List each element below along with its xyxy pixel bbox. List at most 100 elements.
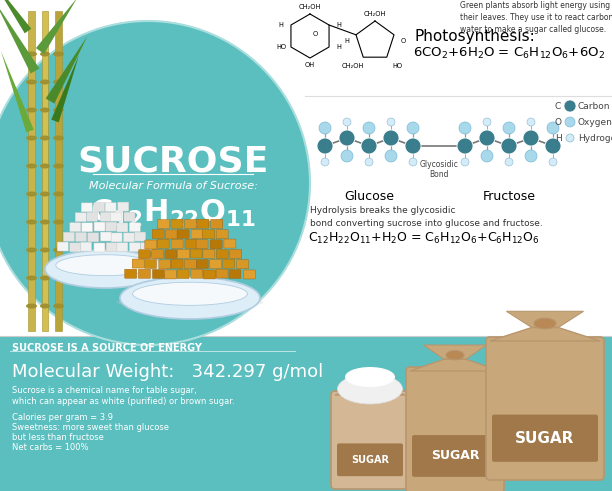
FancyBboxPatch shape — [117, 223, 128, 232]
FancyBboxPatch shape — [203, 230, 215, 239]
Ellipse shape — [53, 191, 64, 196]
Text: SUCROSE IS A SOURCE OF ENERGY: SUCROSE IS A SOURCE OF ENERGY — [12, 343, 202, 353]
FancyBboxPatch shape — [88, 233, 99, 242]
Circle shape — [341, 150, 353, 162]
Ellipse shape — [26, 136, 37, 140]
FancyBboxPatch shape — [191, 269, 203, 278]
FancyBboxPatch shape — [184, 260, 196, 269]
FancyBboxPatch shape — [118, 202, 129, 211]
FancyBboxPatch shape — [185, 219, 196, 228]
FancyBboxPatch shape — [216, 230, 228, 239]
FancyBboxPatch shape — [406, 367, 504, 491]
Text: SUGAR: SUGAR — [351, 455, 389, 465]
FancyBboxPatch shape — [165, 270, 176, 279]
Circle shape — [549, 158, 557, 166]
FancyBboxPatch shape — [197, 219, 209, 228]
Text: Hydrogen: Hydrogen — [578, 134, 612, 142]
FancyBboxPatch shape — [157, 239, 169, 248]
Text: OH: OH — [305, 62, 315, 68]
Text: Green plants absorb light energy using chlorophyll in
their leaves. They use it : Green plants absorb light energy using c… — [460, 1, 612, 33]
FancyBboxPatch shape — [75, 232, 86, 242]
FancyBboxPatch shape — [138, 269, 151, 278]
Ellipse shape — [363, 379, 377, 385]
Ellipse shape — [534, 318, 556, 329]
FancyBboxPatch shape — [151, 249, 163, 259]
Ellipse shape — [337, 374, 403, 404]
Text: HO: HO — [392, 63, 402, 69]
Ellipse shape — [26, 164, 37, 168]
Polygon shape — [507, 311, 583, 327]
FancyBboxPatch shape — [42, 11, 48, 331]
FancyBboxPatch shape — [486, 337, 604, 480]
FancyBboxPatch shape — [87, 212, 98, 221]
FancyBboxPatch shape — [244, 270, 255, 279]
Polygon shape — [490, 327, 600, 341]
Circle shape — [409, 158, 417, 166]
FancyBboxPatch shape — [105, 203, 116, 212]
Ellipse shape — [345, 367, 395, 387]
Ellipse shape — [26, 108, 37, 112]
Text: Net carbs = 100%: Net carbs = 100% — [12, 443, 89, 452]
FancyBboxPatch shape — [191, 229, 203, 239]
Ellipse shape — [53, 108, 64, 112]
Text: SUGAR: SUGAR — [515, 431, 575, 446]
Circle shape — [545, 138, 561, 154]
Circle shape — [405, 138, 421, 154]
FancyBboxPatch shape — [55, 11, 62, 331]
Circle shape — [565, 117, 575, 127]
Ellipse shape — [40, 164, 50, 168]
Ellipse shape — [446, 351, 464, 360]
Ellipse shape — [53, 80, 64, 84]
FancyBboxPatch shape — [492, 414, 598, 462]
FancyBboxPatch shape — [64, 232, 75, 241]
FancyBboxPatch shape — [135, 232, 146, 241]
FancyBboxPatch shape — [70, 243, 81, 252]
Circle shape — [523, 130, 539, 146]
FancyBboxPatch shape — [203, 249, 215, 258]
FancyBboxPatch shape — [94, 222, 105, 231]
Text: 6CO$_2$+6H$_2$O = C$_6$H$_{12}$O$_6$+6O$_2$: 6CO$_2$+6H$_2$O = C$_6$H$_{12}$O$_6$+6O$… — [413, 46, 605, 61]
Ellipse shape — [26, 80, 37, 84]
FancyBboxPatch shape — [210, 240, 222, 249]
Ellipse shape — [116, 296, 264, 308]
Polygon shape — [335, 386, 405, 395]
Circle shape — [317, 138, 333, 154]
Ellipse shape — [26, 247, 37, 252]
Circle shape — [481, 150, 493, 162]
FancyBboxPatch shape — [141, 243, 152, 252]
FancyBboxPatch shape — [171, 259, 183, 268]
FancyBboxPatch shape — [145, 240, 157, 249]
Text: Molecular Weight:   342.297 g/mol: Molecular Weight: 342.297 g/mol — [12, 363, 323, 381]
Circle shape — [564, 100, 576, 112]
Circle shape — [321, 158, 329, 166]
FancyBboxPatch shape — [132, 259, 144, 268]
FancyBboxPatch shape — [125, 269, 136, 278]
Circle shape — [319, 122, 331, 134]
FancyBboxPatch shape — [124, 233, 135, 242]
FancyBboxPatch shape — [144, 259, 157, 269]
Ellipse shape — [40, 52, 50, 56]
Polygon shape — [46, 36, 88, 104]
Text: O: O — [554, 117, 561, 127]
Circle shape — [566, 134, 574, 142]
Ellipse shape — [53, 247, 64, 252]
FancyBboxPatch shape — [223, 259, 235, 268]
Text: Hydrolysis breaks the glycosidic
bond converting sucrose into glucose and fructo: Hydrolysis breaks the glycosidic bond co… — [310, 206, 543, 227]
FancyBboxPatch shape — [106, 243, 117, 252]
Text: SUCROSE: SUCROSE — [77, 144, 269, 178]
Ellipse shape — [53, 219, 64, 224]
Ellipse shape — [53, 52, 64, 56]
Ellipse shape — [53, 164, 64, 168]
Text: which can appear as white (purified) or brown sugar.: which can appear as white (purified) or … — [12, 397, 234, 406]
Text: $\mathbf{C_{12}H_{22}O_{11}}$: $\mathbf{C_{12}H_{22}O_{11}}$ — [90, 197, 256, 228]
FancyBboxPatch shape — [0, 0, 612, 336]
FancyBboxPatch shape — [185, 239, 197, 248]
Circle shape — [479, 130, 495, 146]
FancyBboxPatch shape — [129, 223, 140, 232]
Circle shape — [505, 158, 513, 166]
Circle shape — [503, 122, 515, 134]
FancyBboxPatch shape — [190, 249, 203, 258]
FancyBboxPatch shape — [129, 243, 140, 252]
FancyBboxPatch shape — [124, 212, 135, 221]
Ellipse shape — [40, 275, 50, 280]
